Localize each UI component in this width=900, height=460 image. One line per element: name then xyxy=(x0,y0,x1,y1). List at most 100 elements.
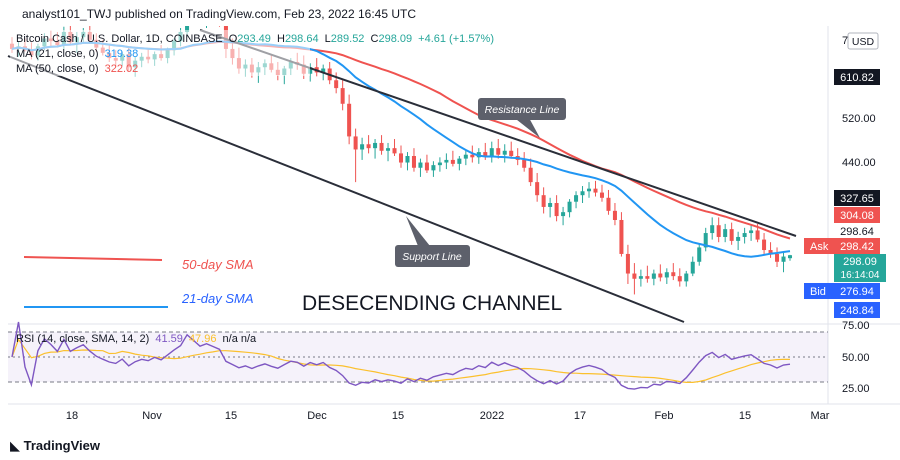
candle-body xyxy=(723,229,728,237)
price-chart[interactable]: Resistance Line Support Line 50-day SMA … xyxy=(0,26,900,430)
price-label-b: 304.08 xyxy=(840,210,874,222)
resistance-label: Resistance Line xyxy=(485,104,560,116)
support-line xyxy=(7,55,685,323)
legend-high: 298.64 xyxy=(285,33,319,45)
time-tick-15b: 15 xyxy=(392,410,404,422)
last-price-box xyxy=(834,254,886,282)
legend-backdrop xyxy=(10,30,310,76)
chart-area[interactable]: Resistance Line Support Line 50-day SMA … xyxy=(0,26,900,430)
candle-body xyxy=(496,148,501,155)
time-tick-18: 18 xyxy=(66,410,78,422)
rsi-tick-50: 50.00 xyxy=(842,352,870,364)
legend-close-label: C xyxy=(371,33,379,45)
sma50-legend-line xyxy=(23,256,163,261)
tradingview-brand: TradingView xyxy=(23,438,100,453)
rsi-pane[interactable] xyxy=(8,326,828,404)
legend-symbol: Bitcoin Cash / U.S. Dollar, 1D, COINBASE xyxy=(16,33,223,45)
candle-body xyxy=(489,148,494,157)
legend-ma21-label: MA (21, close, 0) xyxy=(16,48,99,60)
price-label-d: 248.84 xyxy=(840,305,874,317)
candle-body xyxy=(710,225,715,234)
candle-body xyxy=(651,273,656,279)
candle-body xyxy=(684,273,689,282)
candle-body xyxy=(360,144,365,150)
rsi-sma-line xyxy=(11,338,791,383)
candle-body xyxy=(470,154,475,158)
time-tick-15c: 15 xyxy=(739,410,751,422)
legend-open: 293.49 xyxy=(237,33,271,45)
price-tick-top: 7 xyxy=(842,35,848,47)
currency-button[interactable] xyxy=(847,32,879,50)
tradingview-logo[interactable]: ◣ TradingView xyxy=(10,438,100,454)
legend-ma50-line: MA (50, close, 0) 322.02 xyxy=(16,63,138,75)
time-tick-15a: 15 xyxy=(225,410,237,422)
time-tick-2022: 2022 xyxy=(480,410,504,422)
candle-body xyxy=(749,230,754,234)
ask-label: Ask xyxy=(810,241,829,253)
support-label: Support Line xyxy=(402,251,462,263)
candle-body xyxy=(457,158,462,164)
candle-body xyxy=(405,156,410,163)
candle-body xyxy=(431,165,436,171)
candle-body xyxy=(548,203,553,207)
legend-low-label: L xyxy=(325,33,331,45)
bid-box[interactable] xyxy=(804,283,880,299)
candle-body xyxy=(671,272,676,277)
currency-label: USD xyxy=(852,36,875,48)
candle-body xyxy=(781,256,786,262)
time-axis[interactable]: 18 Nov 15 Dec 15 2022 17 Feb 15 Mar xyxy=(66,410,830,422)
legend-close: 298.09 xyxy=(378,33,412,45)
price-label-a: 327.65 xyxy=(840,193,874,205)
publish-header: analyst101_TWJ published on TradingView.… xyxy=(0,0,900,26)
countdown: 16:14:04 xyxy=(841,270,880,281)
candle-body xyxy=(690,261,695,274)
candle-body xyxy=(736,236,741,241)
candle-body xyxy=(502,150,507,155)
tradingview-logo-icon: ◣ xyxy=(10,438,20,453)
ask-value: 298.42 xyxy=(840,241,874,253)
candle-body xyxy=(528,167,533,183)
candle-body xyxy=(509,150,514,157)
support-callout-pointer xyxy=(406,216,430,246)
candle-body xyxy=(664,272,669,278)
time-tick-feb: Feb xyxy=(655,410,674,422)
price-axis-labels: 7 USD 610.82 520.00 440.00 327.65 304.08… xyxy=(804,32,886,318)
candle-body xyxy=(606,197,611,211)
candle-body xyxy=(677,276,682,282)
legend-open-label: O xyxy=(229,33,238,45)
candle-body xyxy=(444,159,449,163)
time-tick-mar: Mar xyxy=(811,410,830,422)
legend-symbol-line: Bitcoin Cash / U.S. Dollar, 1D, COINBASE… xyxy=(16,33,494,45)
candle-body xyxy=(535,182,540,196)
candle-body xyxy=(366,144,371,149)
candle-body xyxy=(418,162,423,168)
support-callout[interactable] xyxy=(395,245,470,267)
candle-body xyxy=(353,136,358,150)
candle-body xyxy=(334,80,339,89)
price-label-b-box xyxy=(834,207,880,223)
candle-body xyxy=(625,253,630,274)
candle-body xyxy=(450,159,455,164)
channel-annotation: DESECENDING CHANNEL xyxy=(302,292,562,315)
rsi-legend-sma: 47.96 xyxy=(189,333,217,345)
candle-body xyxy=(424,162,429,171)
candle-body xyxy=(697,247,702,262)
price-label-d-box xyxy=(834,302,880,318)
candle-body xyxy=(632,273,637,279)
resistance-callout[interactable] xyxy=(478,98,566,120)
time-tick-17: 17 xyxy=(574,410,586,422)
ask-box[interactable] xyxy=(804,238,880,254)
candle-body xyxy=(658,273,663,278)
price-label-top-box xyxy=(834,69,880,85)
candle-body xyxy=(787,255,793,259)
candle-body xyxy=(716,225,721,237)
rsi-legend: RSI (14, close, SMA, 14, 2) 41.59 47.96 … xyxy=(16,333,257,345)
candle-body xyxy=(638,276,643,279)
rsi-line xyxy=(11,321,791,390)
last-price: 298.09 xyxy=(843,256,877,268)
candle-body xyxy=(561,212,566,217)
candle-body xyxy=(768,250,773,254)
legend-low: 289.52 xyxy=(331,33,365,45)
candle-body xyxy=(755,230,760,240)
legend-change: +4.61 (+1.57%) xyxy=(418,33,494,45)
